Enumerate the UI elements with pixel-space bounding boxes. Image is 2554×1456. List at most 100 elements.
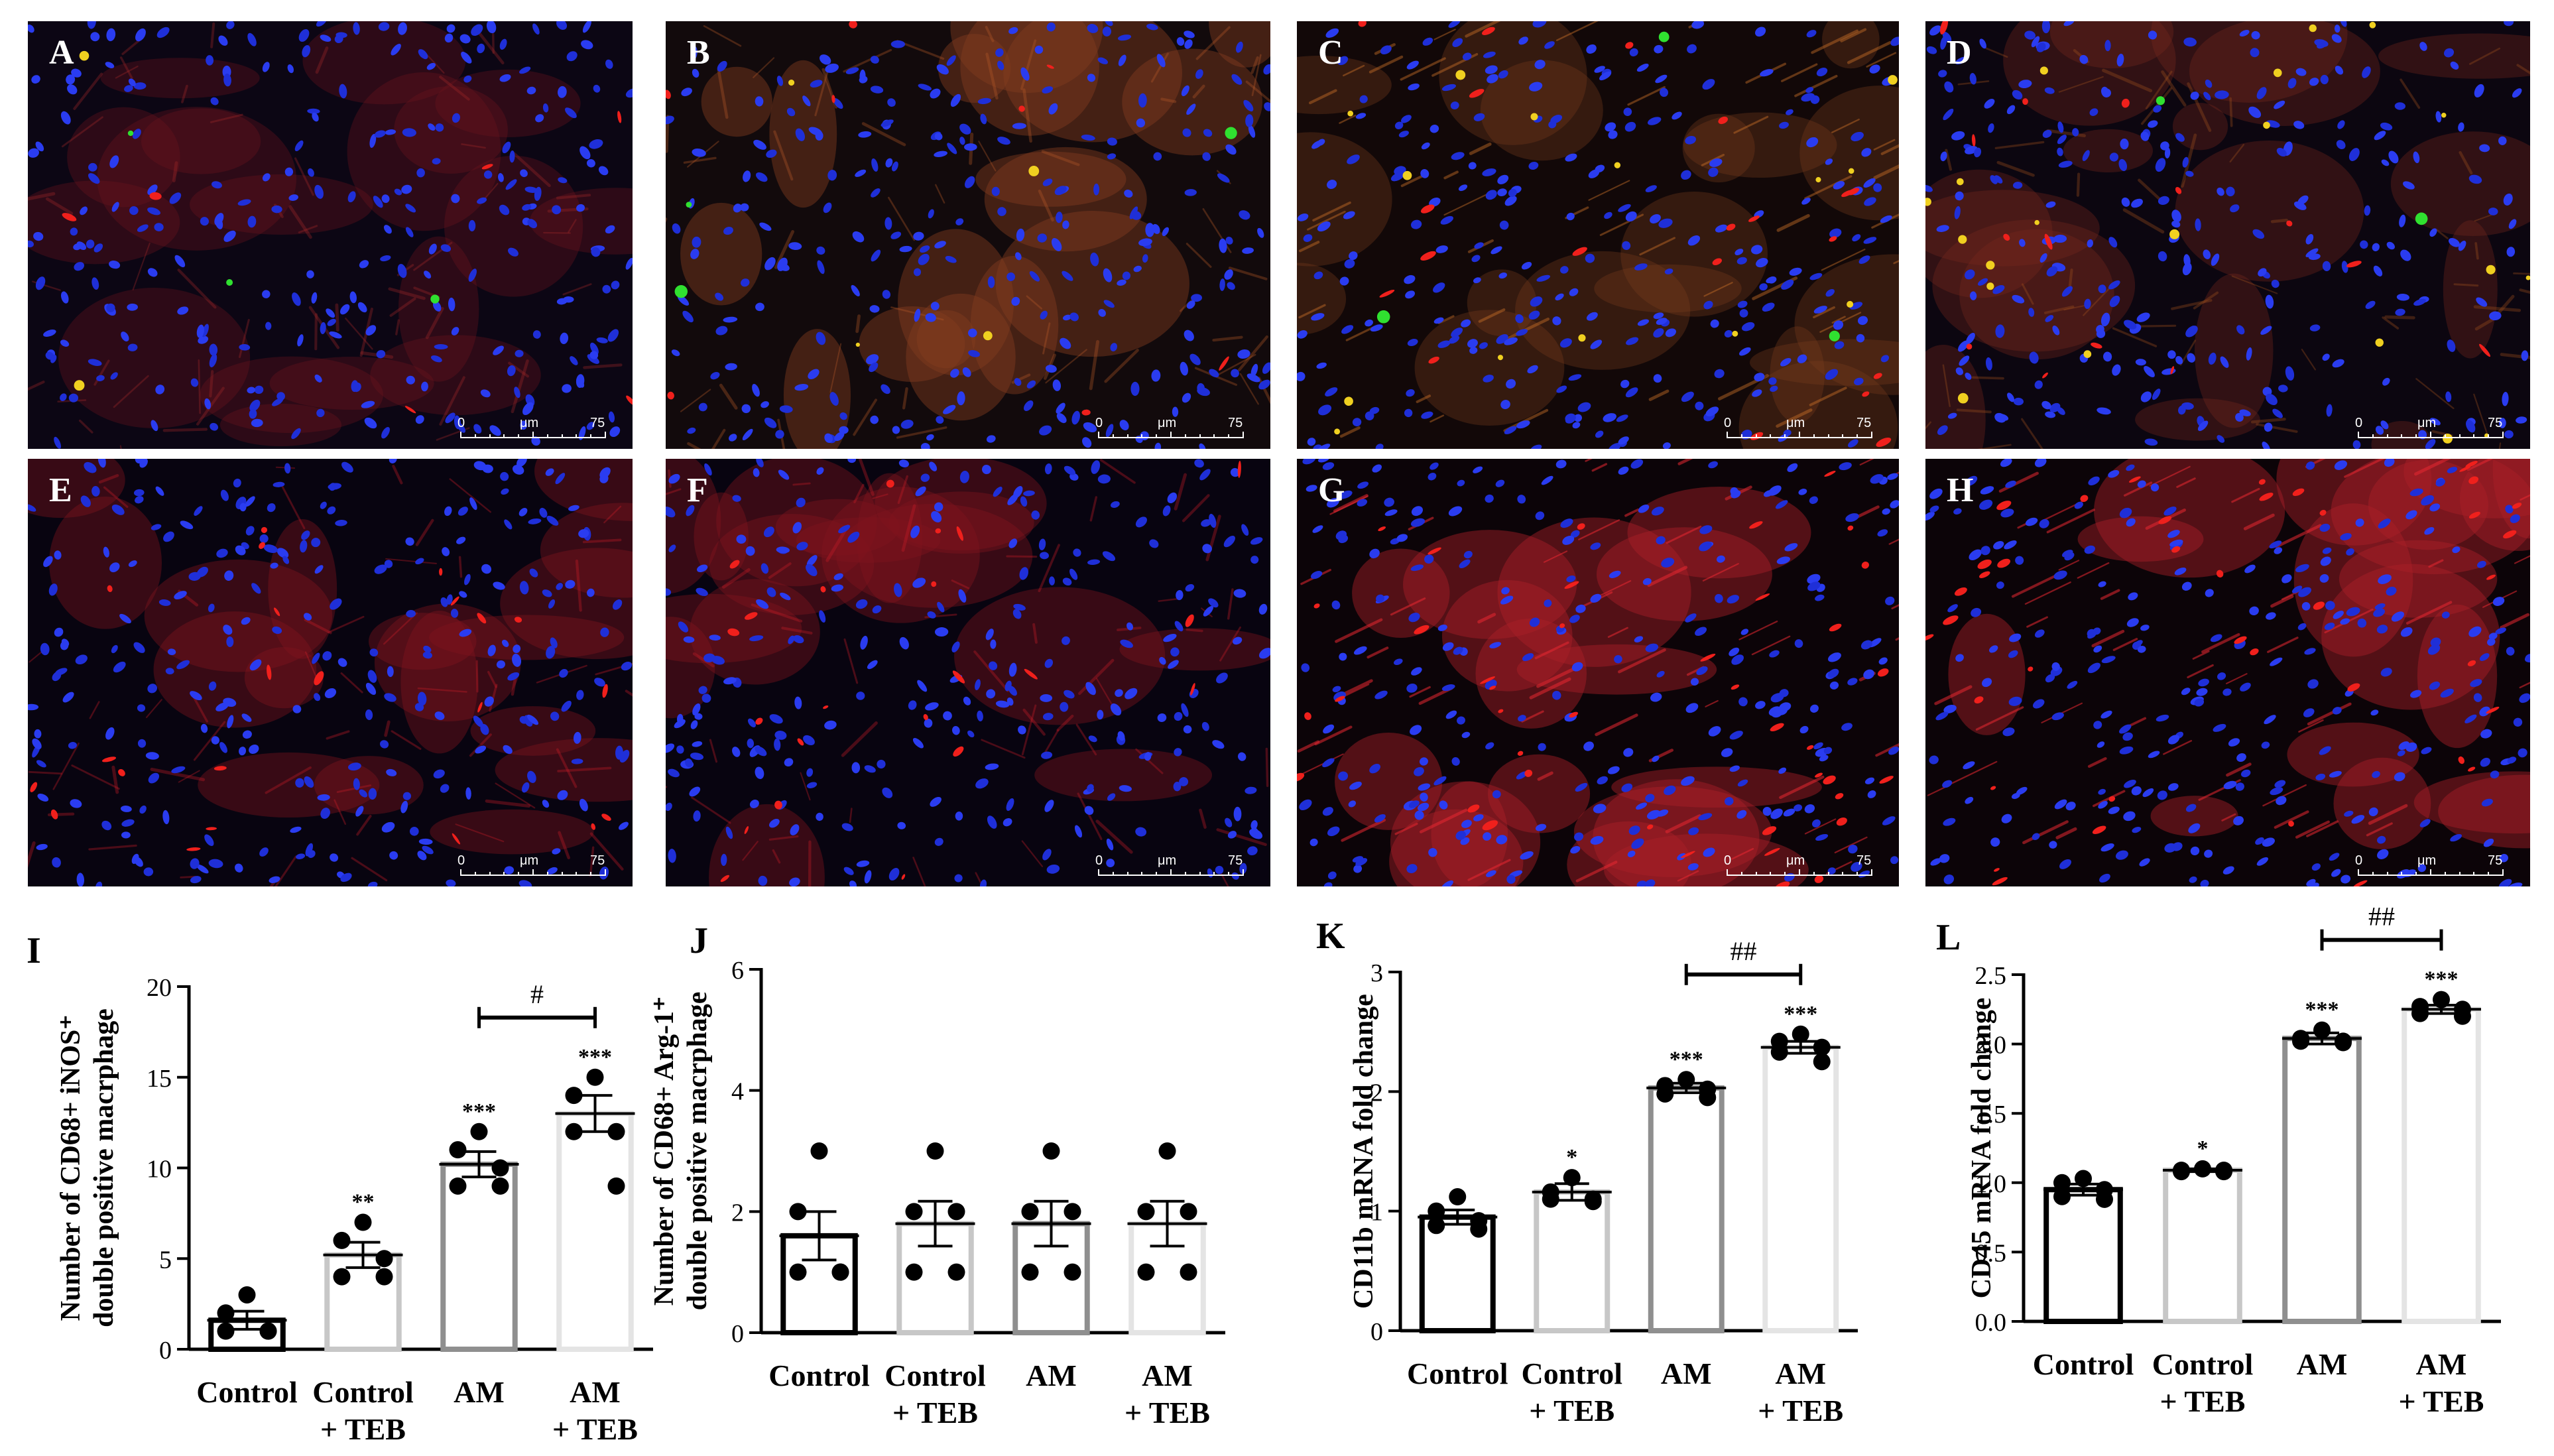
panel-label: L [1936, 917, 1961, 958]
y-axis-label: CD11b mRNA fold change [1349, 994, 1379, 1309]
data-point [789, 1263, 807, 1281]
scale-bar-unit: μm [520, 853, 539, 868]
significance-label: *** [1784, 1002, 1817, 1026]
category-label: + TEB [1529, 1394, 1614, 1427]
y-axis-label: CD45 mRNA fold change [1967, 998, 1997, 1299]
data-point [2313, 1021, 2331, 1039]
data-point [905, 1203, 923, 1221]
significance-label: *** [578, 1045, 612, 1069]
data-point [2433, 991, 2450, 1008]
bracket-label: ## [1731, 936, 1757, 966]
micrograph-panel-d: D 0 μm 75 [1925, 21, 2530, 449]
bar [2282, 1036, 2362, 1325]
bar [1534, 1189, 1611, 1334]
y-axis-label: Number of CD68+ iNOS⁺ [56, 1015, 86, 1321]
data-point [375, 1250, 393, 1268]
scale-bar-end: 75 [2488, 853, 2503, 868]
data-point [1813, 1038, 1831, 1056]
data-point [1470, 1220, 1488, 1238]
category-label: + TEB [2160, 1384, 2246, 1418]
y-axis-label: double positive macrphage [89, 1008, 119, 1327]
data-point [1584, 1193, 1602, 1211]
scale-bar-unit: μm [1786, 853, 1805, 868]
micrograph-panel-a: A 0 μm 75 [28, 21, 633, 449]
data-point [2053, 1174, 2071, 1191]
data-point [449, 1141, 467, 1159]
scale-bar-start: 0 [1724, 853, 1732, 868]
category-label: Control [312, 1375, 414, 1409]
data-point [1137, 1203, 1155, 1221]
scale-bar: 0 μm 75 [2355, 416, 2504, 442]
data-point [1563, 1169, 1581, 1187]
significance-label: *** [462, 1099, 496, 1124]
y-tick-label: 0 [731, 1320, 744, 1348]
panel-label: I [27, 930, 41, 971]
scale-bar-start: 0 [2355, 853, 2363, 868]
data-point [217, 1304, 235, 1322]
data-point [1180, 1263, 1197, 1281]
data-point [1064, 1203, 1081, 1221]
data-point [1699, 1089, 1717, 1107]
data-point [831, 1263, 849, 1281]
category-label: AM [570, 1375, 621, 1409]
scale-bar-end: 75 [2488, 416, 2503, 430]
panel-label: C [1318, 34, 1343, 72]
data-point [1792, 1025, 1809, 1043]
scale-bar: 0 μm 75 [1095, 853, 1244, 880]
data-point [607, 1177, 625, 1195]
category-label: AM [1026, 1359, 1077, 1392]
category-label: + TEB [552, 1412, 638, 1446]
chart-k: K 0 1 2 3 CD11b mRNA fold change Control * Contr… [1316, 916, 1858, 1427]
y-tick-label: 1 [1370, 1199, 1383, 1227]
scale-bar-unit: μm [2417, 416, 2437, 430]
scale-bar-unit: μm [520, 416, 539, 430]
data-point [1428, 1202, 1445, 1220]
y-tick-label: 0 [1370, 1318, 1383, 1346]
y-axis-label: Number of CD68+ Arg-1⁺ [649, 997, 680, 1305]
chart-i: I 0 5 10 15 20 Number of CD68+ iNOS⁺ double pos… [27, 930, 653, 1446]
y-tick-label: 2 [1370, 1079, 1383, 1107]
data-point [2096, 1190, 2113, 1208]
category-label: + TEB [1125, 1396, 1210, 1429]
micrograph-image [1925, 459, 2530, 886]
micrograph-image [28, 21, 633, 449]
significance-label: * [2197, 1136, 2209, 1161]
micrograph-image [666, 459, 1270, 886]
data-point [565, 1122, 583, 1140]
bar [556, 1111, 634, 1352]
y-tick-label: 20 [147, 974, 172, 1002]
category-label: AM [1661, 1357, 1712, 1390]
category-label: Control [1522, 1357, 1623, 1390]
data-point [947, 1203, 965, 1221]
micrograph-panel-g: G 0 μm 75 [1297, 459, 1899, 886]
data-point [333, 1268, 351, 1286]
data-point [1158, 1142, 1176, 1160]
y-tick-label: 1.0 [1975, 1170, 2007, 1198]
chart-j: J 0 2 4 6 Number of CD68+ Arg-1⁺ double positi… [649, 920, 1225, 1429]
scale-bar-start: 0 [457, 416, 465, 430]
chart-l: L 0.0 0.5 1.0 1.5 2.0 2.5 CD45 mRNA fold change… [1936, 902, 2501, 1418]
scale-bar-end: 75 [1228, 416, 1243, 430]
data-point [1137, 1263, 1155, 1281]
data-point [1813, 1053, 1831, 1071]
y-tick-label: 5 [159, 1246, 172, 1274]
data-point [1021, 1263, 1039, 1281]
data-point [491, 1159, 509, 1177]
panel-label: D [1947, 34, 1972, 72]
data-point [1542, 1190, 1559, 1208]
category-label: AM [1142, 1359, 1193, 1392]
data-point [1677, 1071, 1695, 1089]
y-tick-label: 2.0 [1975, 1032, 2007, 1060]
data-point [375, 1268, 393, 1286]
category-label: Control [196, 1375, 298, 1409]
significance-label: *** [2305, 998, 2339, 1022]
scale-bar: 0 μm 75 [457, 416, 606, 442]
category-label: Control [884, 1359, 986, 1392]
data-point [1021, 1203, 1039, 1221]
scale-bar-end: 75 [1228, 853, 1243, 868]
micrograph-image [28, 459, 633, 886]
scale-bar: 0 μm 75 [2355, 853, 2504, 880]
data-point [1180, 1203, 1197, 1221]
data-point [1042, 1142, 1060, 1160]
